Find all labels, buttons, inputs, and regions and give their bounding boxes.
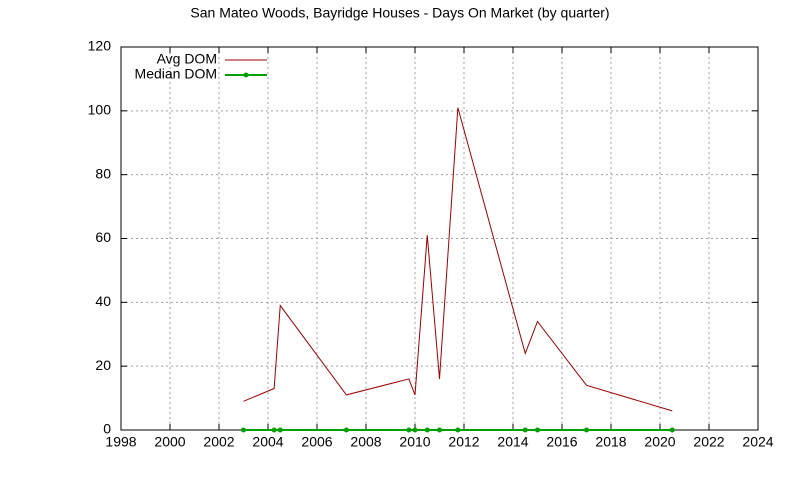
chart-title: San Mateo Woods, Bayridge Houses - Days … [190, 5, 609, 21]
x-tick-label: 2022 [693, 434, 724, 450]
x-tick-label: 2004 [252, 434, 283, 450]
point [406, 427, 412, 433]
y-tick-label: 120 [88, 38, 112, 54]
x-tick-label: 2024 [742, 434, 773, 450]
x-tick-label: 2020 [644, 434, 675, 450]
x-tick-label: 2008 [350, 434, 381, 450]
x-tick-label: 2006 [301, 434, 332, 450]
x-tick-label: 2014 [497, 434, 528, 450]
y-tick-label: 60 [95, 229, 111, 245]
y-tick-label: 100 [88, 102, 112, 118]
series-line [243, 107, 673, 412]
point [343, 427, 349, 433]
point [455, 427, 461, 433]
legend-label: Median DOM [135, 66, 217, 82]
point [522, 427, 528, 433]
point [535, 427, 540, 433]
x-tick-label: 2010 [399, 434, 430, 450]
point [412, 427, 418, 433]
legend-label: Avg DOM [157, 51, 217, 67]
legend-marker [243, 72, 249, 78]
y-tick-label: 40 [95, 293, 111, 309]
x-tick-label: 2016 [546, 434, 577, 450]
x-tick-label: 1998 [105, 434, 136, 450]
y-tick-label: 0 [103, 421, 111, 437]
point [669, 427, 675, 433]
point [277, 427, 283, 433]
x-tick-label: 2000 [154, 434, 185, 450]
y-tick-label: 80 [95, 165, 111, 181]
y-tick-label: 20 [95, 357, 111, 373]
x-tick-label: 2002 [203, 434, 234, 450]
x-tick-label: 2012 [448, 434, 479, 450]
x-tick-label: 2018 [595, 434, 626, 450]
point [424, 427, 430, 433]
point [437, 427, 442, 433]
point [241, 427, 246, 433]
point [271, 427, 277, 433]
point [584, 427, 589, 433]
